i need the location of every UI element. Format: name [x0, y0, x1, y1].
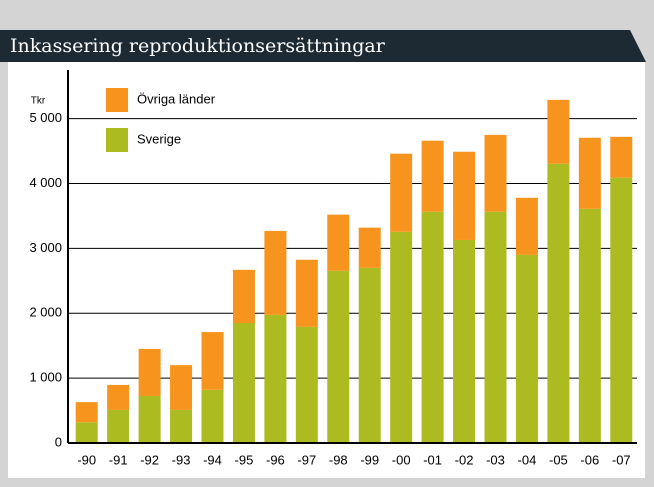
bar-segment — [170, 365, 193, 410]
x-tick-label: -01 — [423, 452, 442, 467]
bar-segment — [327, 214, 350, 271]
x-tick-label: -94 — [203, 452, 222, 467]
x-tick-label: -05 — [549, 452, 568, 467]
bar-segment — [107, 409, 130, 443]
x-tick-label: -97 — [297, 452, 316, 467]
bar-segment — [75, 422, 98, 443]
x-tick-label: -93 — [172, 452, 191, 467]
bar-segment — [578, 137, 601, 209]
y-tick-label: 4 000 — [29, 175, 62, 190]
bar-segment — [547, 163, 570, 444]
x-tick-label: -98 — [329, 452, 348, 467]
x-tick-label: -99 — [360, 452, 379, 467]
bar-segment — [578, 208, 601, 443]
bar-segment — [515, 197, 538, 255]
bar-segment — [327, 270, 350, 443]
bar-segment — [201, 389, 224, 443]
x-tick-label: -90 — [77, 452, 96, 467]
y-tick-label: 3 000 — [29, 240, 62, 255]
bar-segment — [484, 134, 507, 212]
title-banner — [0, 30, 646, 62]
y-tick-label: 5 000 — [29, 110, 62, 125]
bar-segment — [390, 153, 413, 232]
x-tick-label: -96 — [266, 452, 285, 467]
bar-segment — [453, 151, 476, 240]
x-tick-label: -04 — [518, 452, 537, 467]
bar-segment — [453, 239, 476, 443]
bar-segment — [421, 211, 444, 443]
y-tick-label: 0 — [55, 434, 62, 449]
bar-segment — [232, 269, 255, 323]
bar-segment — [610, 136, 633, 178]
chart-title: Inkassering reproduktionsersättningar — [10, 35, 386, 57]
bar-segment — [264, 314, 287, 443]
legend-label: Övriga länder — [137, 91, 216, 106]
bar-segment — [484, 211, 507, 443]
bar-segment — [421, 140, 444, 212]
x-tick-label: -95 — [235, 452, 254, 467]
x-tick-label: -07 — [612, 452, 631, 467]
bar-segment — [610, 177, 633, 443]
x-tick-label: -03 — [486, 452, 505, 467]
bar-segment — [138, 348, 161, 396]
x-tick-label: -00 — [392, 452, 411, 467]
bar-segment — [295, 259, 318, 327]
x-tick-label: -02 — [455, 452, 474, 467]
legend-swatch — [106, 88, 128, 112]
bar-segment — [547, 99, 570, 164]
x-tick-label: -91 — [109, 452, 128, 467]
bar-segment — [75, 402, 98, 423]
y-tick-label: 1 000 — [29, 370, 62, 385]
bar-segment — [358, 227, 381, 268]
bar-segment — [358, 267, 381, 443]
bar-segment — [107, 384, 130, 410]
y-axis-label: Tkr — [31, 96, 46, 107]
x-tick-label: -06 — [580, 452, 599, 467]
x-tick-label: -92 — [140, 452, 159, 467]
bar-segment — [515, 254, 538, 443]
y-tick-label: 2 000 — [29, 305, 62, 320]
bar-segment — [232, 322, 255, 443]
bar-segment — [264, 230, 287, 315]
bar-segment — [295, 326, 318, 443]
legend-label: Sverige — [137, 131, 181, 146]
bar-segment — [390, 231, 413, 443]
bar-segment — [201, 332, 224, 390]
bar-segment — [170, 409, 193, 443]
legend-swatch — [106, 128, 128, 152]
bar-segment — [138, 395, 161, 443]
